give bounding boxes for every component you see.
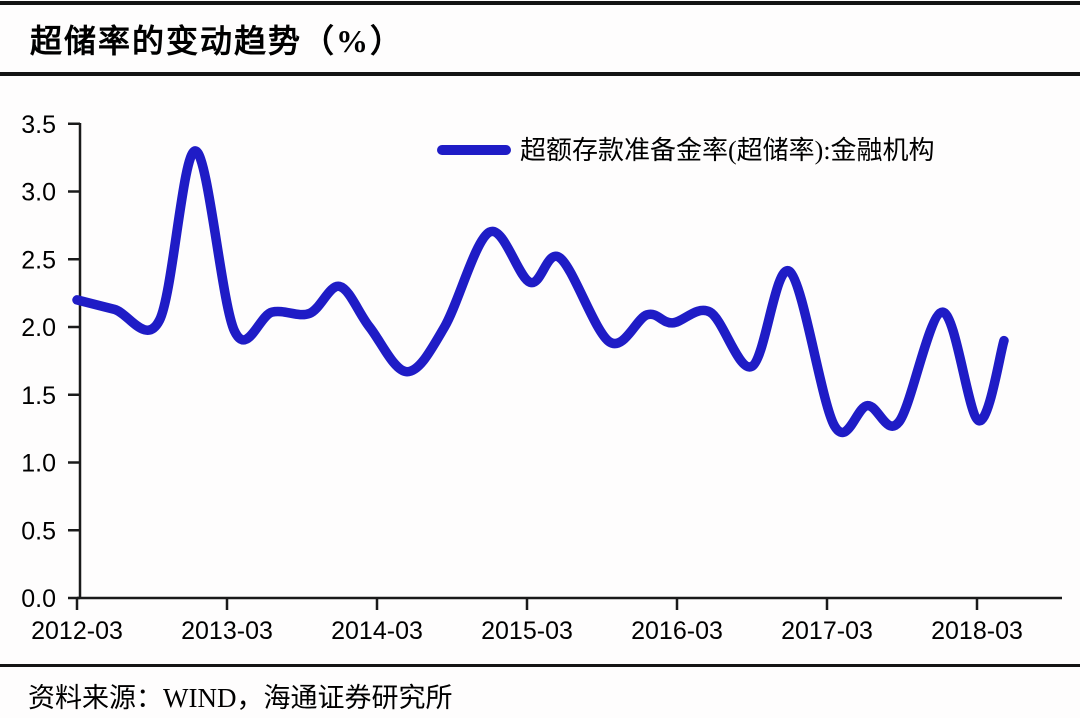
y-tick-label: 1.0 [21,450,56,478]
chart-title: 超储率的变动趋势（%） [30,23,405,59]
x-tick-label: 2012-03 [31,617,123,645]
series-line [72,146,1009,438]
y-tick-label: 2.5 [21,246,56,274]
y-tick-label: 0.0 [21,585,56,613]
legend: 超额存款准备金率(超储率):金融机构 [437,130,935,167]
x-tick-label: 2013-03 [181,617,273,645]
top-border-line [0,1,1080,5]
x-tick-label: 2018-03 [931,617,1023,645]
title-underline [0,72,1080,76]
y-tick-label: 0.5 [21,517,56,545]
bottom-divider-line [0,664,1080,667]
legend-line-swatch [437,144,511,155]
legend-label: 超额存款准备金率(超储率):金融机构 [520,136,935,165]
y-tick-label: 1.5 [21,382,56,410]
y-tick-label: 3.0 [21,179,56,207]
x-tick-label: 2015-03 [481,617,573,645]
source-note: 资料来源：WIND，海通证券研究所 [28,683,453,713]
y-tick-label: 3.5 [21,111,56,139]
x-tick-label: 2017-03 [781,617,873,645]
x-tick-label: 2016-03 [631,617,723,645]
x-tick-label: 2014-03 [331,617,423,645]
y-tick-label: 2.0 [21,314,56,342]
